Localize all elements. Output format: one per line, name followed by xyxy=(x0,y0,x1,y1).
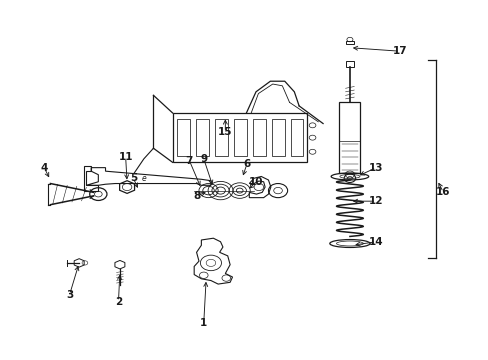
Text: 14: 14 xyxy=(368,237,383,247)
Text: 6: 6 xyxy=(243,159,250,169)
Text: 7: 7 xyxy=(185,156,193,166)
Text: 12: 12 xyxy=(368,196,383,206)
Text: 10: 10 xyxy=(249,177,263,187)
Text: 4: 4 xyxy=(41,163,48,173)
Text: 2: 2 xyxy=(115,297,122,307)
Text: 3: 3 xyxy=(66,290,73,300)
Text: 15: 15 xyxy=(218,127,232,138)
Text: e: e xyxy=(141,174,146,183)
Text: 17: 17 xyxy=(392,46,407,56)
Text: 11: 11 xyxy=(118,152,133,162)
Text: 5: 5 xyxy=(129,173,137,183)
Text: 9: 9 xyxy=(200,154,207,164)
Text: 8: 8 xyxy=(193,191,200,201)
Text: 16: 16 xyxy=(435,187,450,197)
Text: 1: 1 xyxy=(200,318,207,328)
Text: 13: 13 xyxy=(368,163,383,173)
